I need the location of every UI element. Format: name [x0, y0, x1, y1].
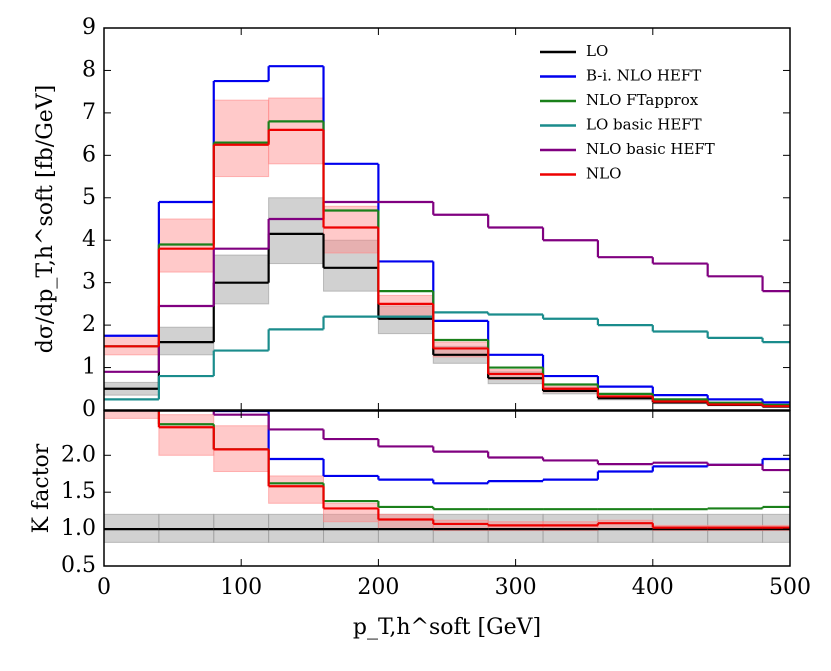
x-axis-label: p_T,h^soft [GeV] [353, 615, 541, 640]
plot-area [104, 411, 790, 543]
y-tick-label: 5 [82, 185, 96, 210]
x-tick-label: 300 [495, 575, 537, 600]
uncertainty-band [268, 475, 325, 504]
uncertainty-band [158, 414, 215, 456]
legend-label: LO basic HEFT [586, 116, 702, 134]
x-tick-label: 400 [632, 575, 674, 600]
uncertainty-band [377, 294, 434, 318]
uncertainty-band [213, 99, 270, 178]
uncertainty-band [104, 411, 160, 419]
uncertainty-band [597, 519, 654, 530]
y-tick-label: 0.5 [61, 553, 96, 578]
axes-frame [103, 410, 791, 567]
y-tick-label: 4 [82, 227, 96, 252]
y-tick-label: 3 [82, 270, 96, 295]
legend-label: B-i. NLO HEFT [586, 67, 701, 85]
x-tick-label: 500 [769, 575, 811, 600]
y-tick-label: 1.5 [61, 479, 96, 504]
axes-frame [103, 27, 791, 411]
legend-label: NLO [586, 165, 621, 183]
uncertainty-band [323, 239, 379, 292]
y-tick-label: 7 [82, 100, 96, 125]
uncertainty-band [268, 197, 325, 265]
y-tick-label: 8 [82, 57, 96, 82]
x-tick-label: 200 [357, 575, 399, 600]
y-tick-label: 1.0 [61, 516, 96, 541]
x-tick-label: 0 [97, 575, 111, 600]
x-tick-label: 100 [220, 575, 262, 600]
y-tick-label: 0 [82, 397, 96, 422]
legend-label: NLO FTapprox [586, 91, 699, 109]
uncertainty-band [323, 502, 379, 523]
y-tick-label: 6 [82, 142, 96, 167]
plot-area [104, 65, 790, 408]
uncertainty-band [323, 205, 379, 254]
y-axis-label: K factor [29, 443, 54, 533]
y-tick-label: 1 [82, 355, 96, 380]
y-tick-label: 2.0 [61, 442, 96, 467]
y-axis-label: dσ/dp_T,h^soft [fb/GeV] [33, 85, 58, 354]
uncertainty-band [377, 513, 434, 530]
legend-label: NLO basic HEFT [586, 140, 715, 158]
uncertainty-band [213, 254, 270, 305]
legend-label: LO [586, 42, 608, 60]
y-tick-label: 2 [82, 312, 96, 337]
y-tick-label: 9 [82, 15, 96, 40]
